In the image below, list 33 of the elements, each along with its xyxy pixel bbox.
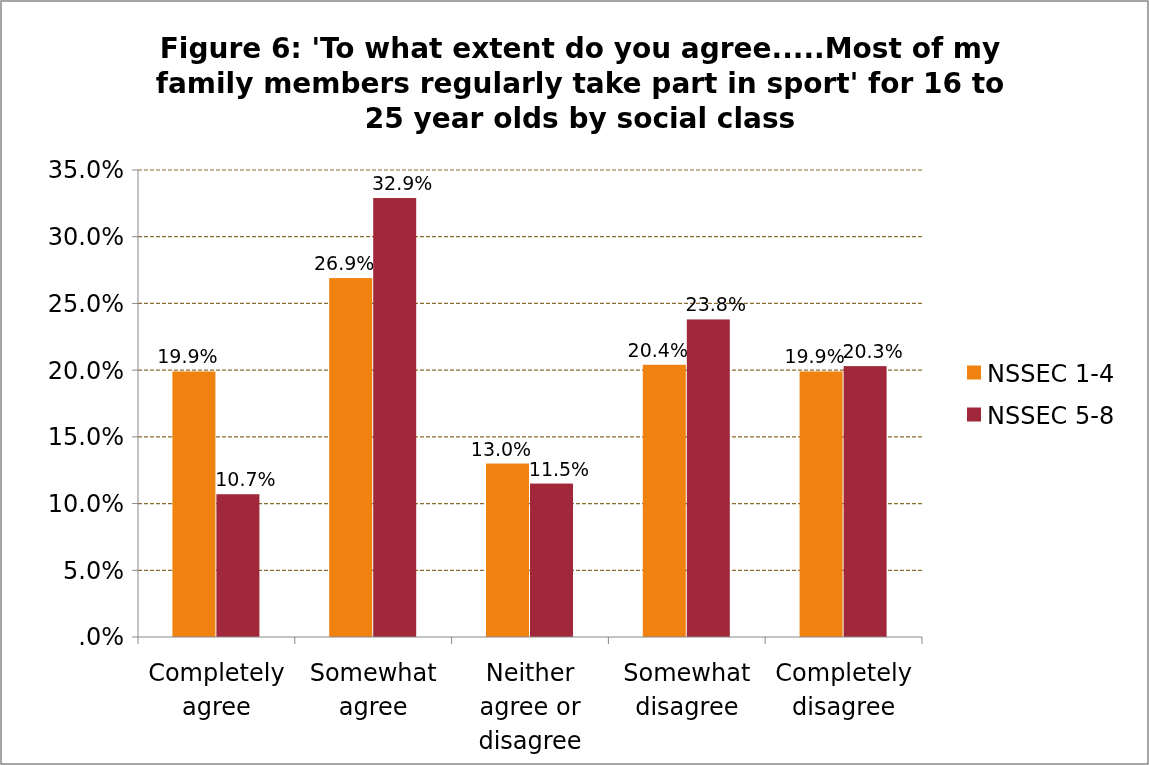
- data-label: 32.9%: [372, 172, 433, 195]
- y-tick-label: 10.0%: [47, 489, 124, 518]
- x-tick-label: Neither agree or disagree: [478, 659, 582, 755]
- bar: [216, 494, 260, 637]
- legend-label: NSSEC 1-4: [987, 359, 1115, 388]
- data-label: 11.5%: [528, 457, 590, 480]
- legend-label: NSSEC 5-8: [987, 401, 1115, 430]
- chart-title: Figure 6: 'To what extent do you agree.....Most of my family members regularly take part in sport' for 16 to 25 year olds by social class: [155, 32, 1005, 135]
- x-tick-label: Somewhat disagree: [623, 659, 751, 721]
- bar: [642, 364, 686, 637]
- y-tick-label: 25.0%: [47, 289, 124, 318]
- y-tick-label: 35.0%: [47, 156, 124, 185]
- x-tick-label: Completely agree: [148, 659, 285, 721]
- x-tick-label: Completely disagree: [775, 659, 912, 721]
- data-label: 19.9%: [784, 345, 845, 368]
- y-tick-label: 5.0%: [63, 556, 124, 585]
- data-label: 19.9%: [157, 345, 218, 368]
- y-tick-label: .0%: [78, 623, 124, 652]
- bar: [799, 371, 843, 637]
- data-label: 10.7%: [215, 468, 276, 491]
- bar: [172, 371, 216, 637]
- bar: [843, 366, 887, 637]
- data-label: 13.0%: [470, 437, 532, 460]
- x-tick-label: Somewhat agree: [309, 659, 437, 721]
- y-tick-label: 20.0%: [47, 356, 124, 385]
- bar: [530, 483, 573, 637]
- y-tick-label: 30.0%: [47, 223, 124, 252]
- bar: [373, 198, 417, 637]
- y-tick-label: 15.0%: [47, 423, 124, 452]
- data-label: 20.4%: [627, 338, 688, 361]
- bar: [329, 278, 373, 637]
- bar: [686, 319, 730, 637]
- bar: [486, 463, 529, 637]
